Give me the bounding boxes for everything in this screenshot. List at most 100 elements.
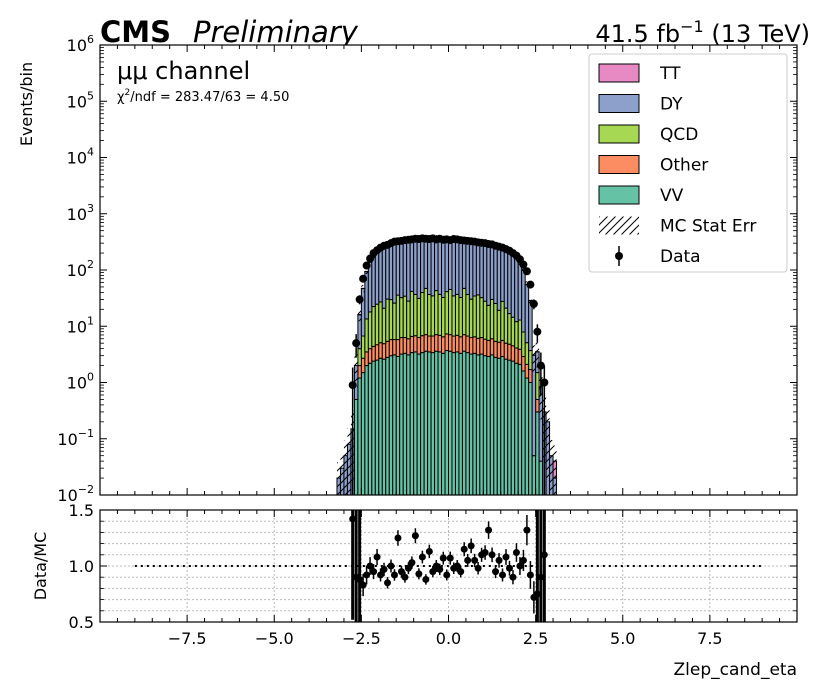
ratio-point-34 <box>467 542 475 550</box>
bar-other-29 <box>437 334 443 353</box>
bar-qcd-29 <box>437 293 443 336</box>
bar-dy-23 <box>416 237 422 299</box>
bar-vv-37 <box>465 352 470 495</box>
main-y-tick-label-2: 100 <box>67 371 94 393</box>
bar-dy-42 <box>482 242 488 302</box>
tick-base: 10 <box>67 92 87 111</box>
bar-other-9 <box>367 348 373 364</box>
main-y-tick-label-5: 103 <box>67 202 94 224</box>
ratio-point-26 <box>439 554 447 562</box>
ratio-point-16 <box>404 564 412 572</box>
legend: TT DY QCD Other VV MC Stat Err Data <box>588 53 788 273</box>
ratio-y-axis-label: Data/MC <box>31 532 50 601</box>
ratio-point-42 <box>495 556 503 564</box>
bar-qcd-44 <box>489 298 495 340</box>
bar-qcd-17 <box>395 294 401 341</box>
bar-dy-36 <box>461 238 467 289</box>
tick-exponent: 2 <box>87 258 94 271</box>
bar-other-7 <box>360 357 366 374</box>
mc-err-bin-58 <box>539 373 543 420</box>
bar-vv-21 <box>409 352 415 495</box>
legend-label-data: Data <box>660 247 701 267</box>
bar-qcd-38 <box>468 298 474 339</box>
bar-dy-50 <box>510 253 516 318</box>
bar-vv-23 <box>416 353 422 495</box>
ratio-point-10 <box>384 579 392 587</box>
cms-label: CMS <box>100 15 171 49</box>
bar-dy-51 <box>514 257 519 323</box>
chi2-value: /ndf = 283.47/63 = 4.50 <box>130 90 289 105</box>
legend-label-vv: VV <box>660 186 684 206</box>
bar-qcd-26 <box>427 293 432 337</box>
bar-vv-50 <box>510 360 516 495</box>
bar-dy-13 <box>381 247 387 309</box>
ratio-point-5 <box>366 562 374 570</box>
bar-qcd-45 <box>493 302 498 342</box>
bar-other-41 <box>479 337 484 355</box>
tick-exponent: −1 <box>78 427 94 440</box>
bar-qcd-11 <box>374 303 380 346</box>
lumi-value: 41.5 fb <box>595 20 680 48</box>
bar-other-47 <box>500 339 505 357</box>
bar-other-12 <box>378 342 383 359</box>
ratio-point-33 <box>464 556 472 564</box>
bar-other-11 <box>374 344 380 361</box>
chi2-symbol: χ <box>117 90 125 105</box>
ratio-point-15 <box>401 573 409 581</box>
bar-qcd-22 <box>413 293 418 337</box>
bar-dy-21 <box>409 238 415 292</box>
bar-dy-17 <box>395 240 401 296</box>
bar-other-54 <box>524 363 530 379</box>
bar-qcd-18 <box>399 297 404 339</box>
tick-exponent: 0 <box>87 371 94 384</box>
bar-vv-48 <box>503 358 509 495</box>
bar-vv-9 <box>367 362 373 495</box>
data-point-2 <box>355 295 364 304</box>
bar-dy-31 <box>444 237 450 293</box>
mc-err-bin-61 <box>549 440 554 495</box>
ratio-point-30 <box>453 562 461 570</box>
tick-exponent: 1 <box>87 314 94 327</box>
bar-dy-20 <box>406 239 411 302</box>
bar-vv-58 <box>538 460 544 495</box>
bar-qcd-21 <box>409 290 415 337</box>
bar-dy-53 <box>521 270 526 333</box>
ratio-point-40 <box>488 551 496 559</box>
legend-label-dy: DY <box>660 95 683 115</box>
main-y-tick-label-7: 105 <box>67 89 94 111</box>
bar-vv-28 <box>434 350 439 495</box>
bar-vv-27 <box>430 352 436 495</box>
mc-err-bin-60 <box>546 406 550 479</box>
bar-qcd-48 <box>503 307 509 344</box>
bar-other-32 <box>448 334 453 352</box>
legend-swatch-mc-stat-err <box>599 216 639 235</box>
bar-vv-34 <box>454 351 460 495</box>
bar-vv-18 <box>399 353 404 495</box>
bar-vv-52 <box>517 363 523 495</box>
ratio-point-32 <box>460 545 468 553</box>
bar-other-57 <box>535 398 540 413</box>
ratio-y-tick-label-1: 1.0 <box>69 557 94 576</box>
tick-exponent: −2 <box>78 483 94 496</box>
bar-vv-42 <box>482 355 488 495</box>
bar-vv-8 <box>364 365 369 495</box>
mc-err-bin-0 <box>336 462 341 495</box>
data-point-4 <box>362 261 371 270</box>
chi2-exponent: 2 <box>125 88 131 98</box>
bar-vv-5 <box>353 398 359 495</box>
bar-other-52 <box>517 348 523 365</box>
ratio-point-12 <box>390 571 398 579</box>
bar-dy-19 <box>402 239 408 297</box>
bar-other-37 <box>465 335 470 354</box>
main-y-axis-label: Events/bin <box>17 62 36 146</box>
ratio-y-axis: 0.5 1.0 1.5 <box>69 501 797 632</box>
bar-other-23 <box>416 337 422 355</box>
bar-dy-38 <box>468 240 474 300</box>
bar-dy-18 <box>399 240 404 299</box>
mc-err-bin-57 <box>535 342 540 368</box>
bar-dy-26 <box>427 236 432 295</box>
legend-swatch-vv <box>598 185 640 205</box>
ratio-point-44 <box>502 553 510 561</box>
bar-vv-29 <box>437 351 443 495</box>
bar-vv-36 <box>461 350 467 495</box>
